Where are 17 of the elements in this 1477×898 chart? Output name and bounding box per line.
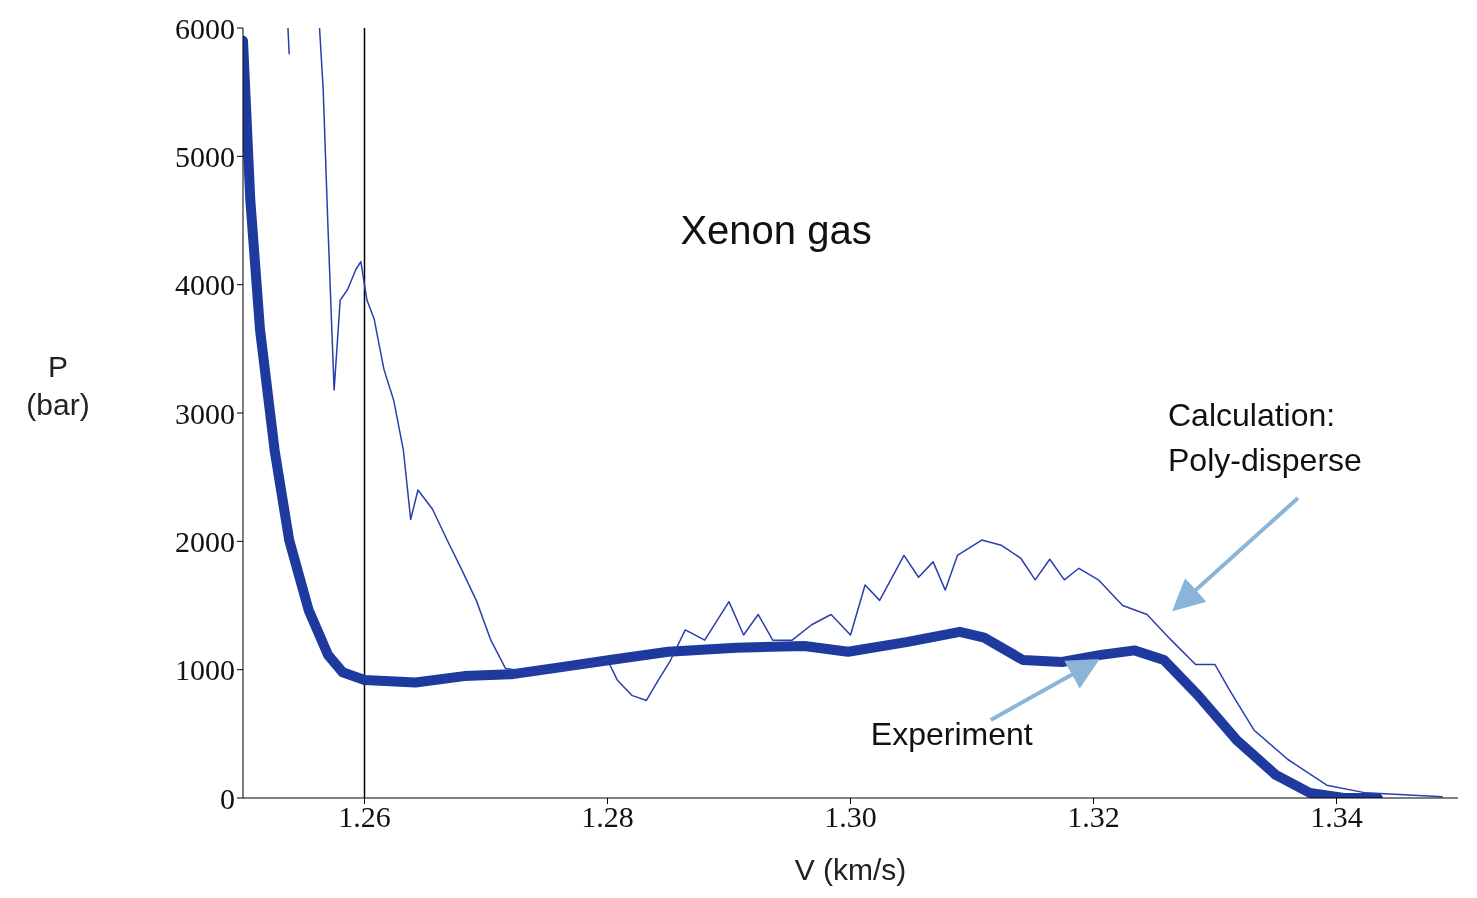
y-tick-label: 6000 xyxy=(175,11,235,45)
x-tick-label: 1.28 xyxy=(581,800,634,834)
annotation: Calculation: Poly-disperse xyxy=(1168,396,1363,480)
y-tick-label: 1000 xyxy=(175,653,235,687)
y-tick-label: 5000 xyxy=(175,139,235,173)
y-tick-label: 4000 xyxy=(175,268,235,302)
y-tick-label: 0 xyxy=(220,781,235,815)
x-tick-label: 1.32 xyxy=(1067,800,1120,834)
x-axis-title: V (km/s) xyxy=(794,853,907,886)
x-tick-label: 1.30 xyxy=(824,800,877,834)
x-tick-label: 1.34 xyxy=(1310,800,1363,834)
text: Xenon gas xyxy=(680,208,872,253)
annotation: Experiment xyxy=(870,714,1034,754)
y-tick-label: 2000 xyxy=(175,524,235,558)
y-axis-title: P (bar) xyxy=(25,349,91,423)
x-tick-label: 1.26 xyxy=(338,800,391,834)
y-tick-label: 3000 xyxy=(175,396,235,430)
